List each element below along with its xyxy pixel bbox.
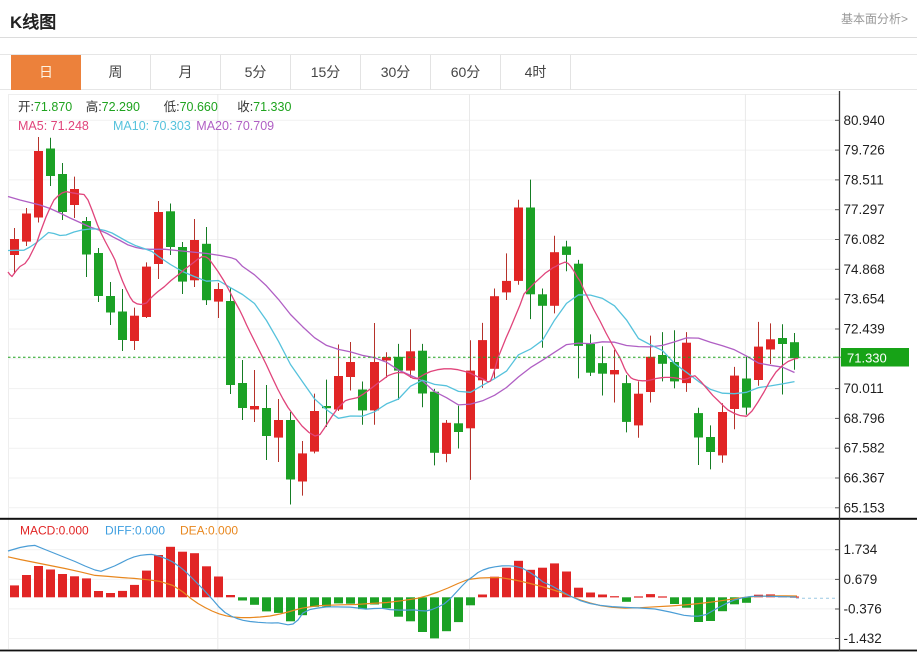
svg-text:低:70.660: 低:70.660	[164, 100, 218, 114]
svg-text:-0.376: -0.376	[844, 602, 882, 617]
svg-text:73.654: 73.654	[844, 292, 886, 307]
svg-text:76.082: 76.082	[844, 232, 885, 247]
svg-text:高:72.290: 高:72.290	[86, 99, 140, 114]
svg-text:71.330: 71.330	[847, 351, 887, 366]
svg-text:MA10: 70.303: MA10: 70.303	[113, 119, 191, 133]
svg-text:MA5: 71.248: MA5: 71.248	[18, 119, 89, 133]
svg-text:77.297: 77.297	[844, 202, 885, 217]
svg-text:68.796: 68.796	[844, 411, 885, 426]
svg-text:1.734: 1.734	[844, 542, 878, 557]
svg-text:收:71.330: 收:71.330	[237, 100, 291, 114]
svg-text:79.726: 79.726	[844, 143, 885, 158]
svg-text:MACD:0.000: MACD:0.000	[20, 524, 89, 538]
svg-text:74.868: 74.868	[844, 262, 885, 277]
svg-text:开:71.870: 开:71.870	[18, 100, 72, 114]
svg-text:DEA:0.000: DEA:0.000	[180, 524, 238, 538]
svg-text:65.153: 65.153	[844, 500, 885, 515]
svg-text:0.679: 0.679	[844, 572, 878, 587]
svg-text:70.011: 70.011	[844, 381, 884, 396]
svg-text:-1.432: -1.432	[844, 631, 882, 646]
svg-text:MA20: 70.709: MA20: 70.709	[196, 119, 274, 133]
svg-text:DIFF:0.000: DIFF:0.000	[105, 524, 165, 538]
svg-text:78.511: 78.511	[844, 172, 884, 187]
svg-text:80.940: 80.940	[844, 113, 885, 128]
svg-text:72.439: 72.439	[844, 322, 885, 337]
svg-text:66.367: 66.367	[844, 471, 885, 486]
svg-text:67.582: 67.582	[844, 441, 885, 456]
